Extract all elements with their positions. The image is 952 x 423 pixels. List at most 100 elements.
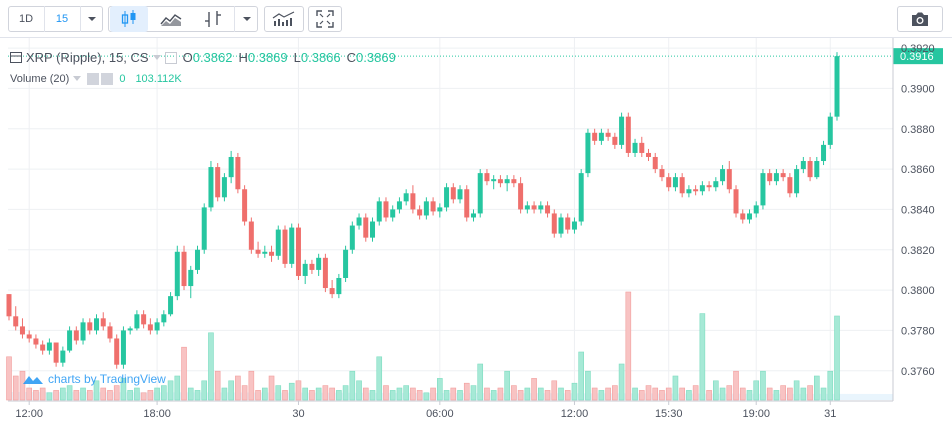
resolution-button[interactable]: 1D [18,13,34,25]
chevron-down-icon[interactable] [73,76,82,82]
time-tick-label: 15:30 [655,408,683,420]
candle-body [545,205,551,214]
candle-body [161,314,167,323]
high-label: H [238,50,248,65]
candles-style-button[interactable] [110,6,148,32]
candle-body [457,189,463,200]
time-tick-label: 19:00 [742,408,770,420]
indicators-button[interactable] [266,6,302,32]
candle-body [760,173,766,206]
volume-bar [531,378,537,401]
volume-bar [612,385,618,401]
candles-icon [121,10,136,27]
volume-title: Volume (20) [10,73,70,85]
candle-body [814,161,820,178]
price-axis[interactable]: 0.3920 0.3900 0.3880 0.3860 0.3840 0.3820 0.38… [892,38,935,401]
volume-bar [827,370,834,401]
volume-bar [551,380,558,401]
candle-body [275,229,281,256]
volume-bar [187,387,194,401]
snapshot-button[interactable] [899,6,941,32]
candle-body [13,316,19,327]
volume-settings-icon[interactable] [87,73,100,85]
bars-style-button[interactable] [194,6,232,32]
volume-bar [416,390,423,401]
time-axis[interactable]: 12:00 18:00 30 06:00 12:00 15:30 19:00 31 [8,400,893,420]
volume-bar [578,351,584,401]
tradingview-watermark[interactable]: charts by TradingView [22,372,166,386]
chevron-down-icon [242,17,251,21]
volume-bar [309,390,315,401]
candle-body [255,249,261,254]
candle-body [720,169,726,182]
chevron-down-icon [87,17,96,21]
volume-bar [33,390,39,401]
high-value: 0.3869 [247,50,288,65]
chevron-down-icon[interactable] [152,54,161,61]
candle-body [390,209,396,218]
candle-body [53,342,59,363]
volume-remove-icon[interactable] [101,73,114,85]
volume-bar [625,291,632,401]
time-tick-label: 31 [824,408,836,420]
volume-bar [214,370,221,401]
volume-bar [437,378,443,401]
candle-body [376,201,382,222]
volume-bar [450,387,457,401]
volume-bar [221,387,228,401]
chart-style-dropdown-button[interactable] [236,6,257,32]
fullscreen-button[interactable] [310,6,340,32]
candle-body [316,257,322,270]
volume-bar [288,382,295,401]
candle-body [248,221,254,250]
candlestick-chart[interactable]: 0.3916 0.39200.39000.38800.38600.38400.3… [0,38,952,423]
candle-body [794,169,800,194]
candle-body [511,179,517,184]
volume-bar [201,380,208,401]
volume-bar [181,346,187,401]
candle-body [356,217,362,226]
time-tick-label: 12:00 [15,408,43,420]
indicators-group [264,6,304,32]
volume-bar [362,387,369,401]
symbol-title: XRP (Ripple), 15, CS [26,50,149,65]
volume-bar [228,380,234,401]
volume-bar [73,390,80,401]
volume-bar [807,385,813,401]
time-tick-label: 18:00 [143,408,171,420]
candle-body [228,156,234,178]
candle-body [215,167,221,198]
volume-bar [719,387,726,401]
series-settings-icon[interactable] [164,51,177,64]
volume-bar [174,375,181,401]
volume-bar [645,385,652,401]
candle-body [807,161,813,178]
candle-body [194,249,200,270]
candle-body [767,173,773,182]
series-collapse-icon[interactable] [10,52,22,63]
volume-bar [753,380,760,401]
candle-body [168,296,174,315]
candle-body [46,342,52,351]
volume-bar [524,387,531,401]
candle-body [693,189,699,192]
volume-bar [134,387,140,401]
volume-bar [511,385,517,401]
candle-body [396,201,402,210]
volume-bar [376,356,383,401]
volume-bar [477,363,484,401]
candle-body [417,209,423,216]
candle-body [120,330,126,365]
candle-body [753,205,759,214]
interval-dropdown-button[interactable] [81,6,102,32]
volume-bar [255,390,261,401]
area-style-button[interactable] [152,6,190,32]
candle-body [652,156,658,170]
candle-body [329,288,335,295]
candle-body [302,263,308,276]
interval-button[interactable]: 15 [55,13,69,25]
open-label: O [182,50,193,65]
volume-bar [53,390,59,401]
volume-bar [739,387,746,401]
volume-bar [618,363,625,401]
